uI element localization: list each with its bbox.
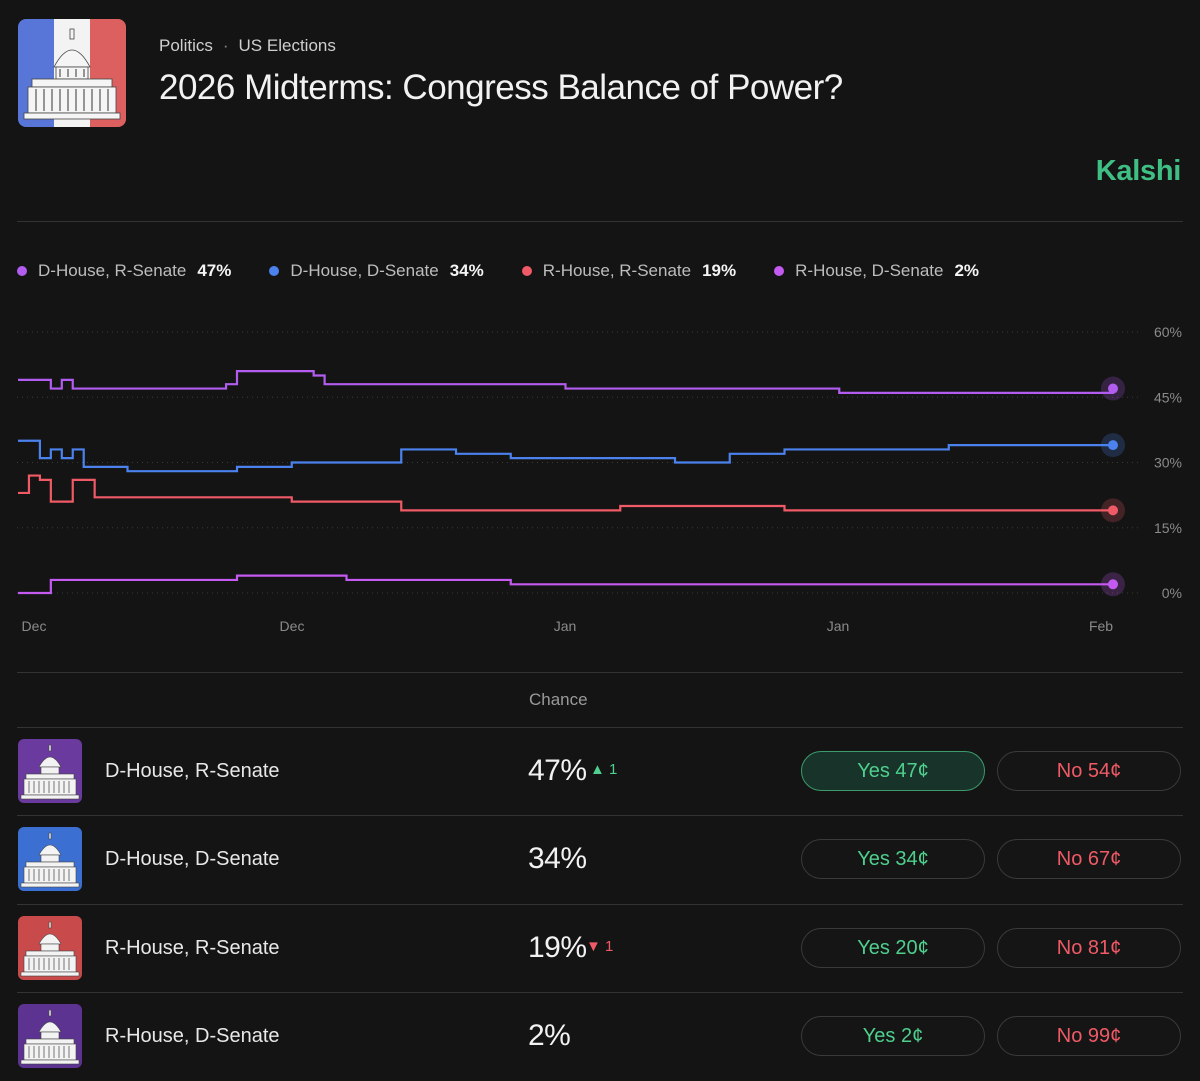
outcome-row[interactable]: D-House, R-Senate 47% ▲ 1 Yes 47¢ No 54¢: [0, 728, 1200, 816]
price-history-chart[interactable]: 60% 45% 30% 15% 0% Dec Dec Jan Jan Feb: [0, 310, 1200, 640]
market-thumbnail: [18, 19, 126, 127]
breadcrumb: Politics · US Elections: [159, 36, 336, 56]
legend-dot: [17, 266, 27, 276]
row-divider: [17, 815, 1183, 816]
legend-label: D-House, R-Senate: [38, 261, 187, 280]
legend-dot: [269, 266, 280, 276]
x-tick-label: Dec: [22, 618, 47, 634]
capitol-building-icon: [18, 739, 82, 803]
row-divider: [17, 992, 1183, 993]
outcome-name[interactable]: R-House, R-Senate: [105, 937, 280, 959]
outcome-name[interactable]: D-House, D-Senate: [105, 848, 280, 870]
x-tick-label: Jan: [827, 618, 850, 634]
buy-no-button[interactable]: No 67¢: [997, 839, 1181, 879]
legend-item-r-house-r-senate[interactable]: R-House, R-Senate 19%: [521, 261, 737, 281]
chart-divider: [17, 672, 1183, 673]
page-title: 2026 Midterms: Congress Balance of Power…: [159, 68, 843, 107]
outcome-thumbnail: [18, 827, 82, 891]
y-tick-label: 30%: [1154, 455, 1182, 471]
capitol-building-icon: [18, 19, 126, 127]
y-tick-label: 0%: [1162, 585, 1182, 601]
outcome-name[interactable]: D-House, R-Senate: [105, 760, 280, 782]
capitol-building-icon: [18, 916, 82, 980]
outcome-chance: 34%: [528, 842, 587, 875]
brand-logo[interactable]: Kalshi: [1095, 155, 1182, 187]
buy-no-button[interactable]: No 99¢: [997, 1016, 1181, 1056]
legend-value: 47%: [197, 261, 232, 280]
legend-item-d-house-r-senate[interactable]: D-House, R-Senate 47%: [17, 261, 231, 281]
breadcrumb-separator: ·: [222, 36, 229, 55]
outcome-thumbnail: [18, 739, 82, 803]
breadcrumb-us-elections[interactable]: US Elections: [238, 36, 336, 55]
outcome-row[interactable]: R-House, R-Senate 19% ▼ 1 Yes 20¢ No 81¢: [0, 905, 1200, 993]
legend-label: R-House, D-Senate: [795, 261, 944, 280]
series-end-point: [1108, 579, 1118, 590]
capitol-building-icon: [18, 827, 82, 891]
buy-no-button[interactable]: No 54¢: [997, 751, 1181, 791]
y-tick-label: 45%: [1154, 389, 1182, 405]
outcome-thumbnail: [18, 916, 82, 980]
buy-yes-button[interactable]: Yes 47¢: [801, 751, 985, 791]
y-tick-label: 15%: [1154, 520, 1182, 536]
x-tick-label: Feb: [1089, 618, 1113, 634]
buy-no-button[interactable]: No 81¢: [997, 928, 1181, 968]
legend-value: 2%: [954, 261, 980, 280]
outcome-chance: 19%: [528, 931, 587, 964]
legend-dot: [521, 266, 532, 276]
y-tick-label: 60%: [1154, 324, 1182, 340]
buy-yes-button[interactable]: Yes 2¢: [801, 1016, 985, 1056]
legend-item-r-house-d-senate[interactable]: R-House, D-Senate 2%: [774, 261, 979, 281]
legend-label: D-House, D-Senate: [290, 261, 439, 280]
series-line: [18, 474, 1113, 512]
series-end-point: [1108, 383, 1118, 394]
legend-dot: [774, 266, 785, 276]
header-divider: [17, 221, 1183, 222]
series-line: [18, 574, 1113, 595]
outcome-row[interactable]: R-House, D-Senate 2% Yes 2¢ No 99¢: [0, 993, 1200, 1081]
x-tick-label: Jan: [554, 618, 577, 634]
legend-label: R-House, R-Senate: [542, 261, 692, 280]
change-up-indicator: ▲ 1: [590, 761, 618, 778]
outcome-chance: 2%: [528, 1019, 571, 1052]
series-line: [18, 370, 1115, 394]
chance-column-header: Chance: [529, 690, 588, 709]
buy-yes-button[interactable]: Yes 34¢: [801, 839, 985, 879]
chart-legend: D-House, R-Senate 47% D-House, D-Senate …: [17, 261, 1017, 281]
series-end-point: [1108, 440, 1118, 451]
series-line: [18, 439, 1113, 473]
legend-item-d-house-d-senate[interactable]: D-House, D-Senate 34%: [269, 261, 484, 281]
legend-value: 19%: [702, 261, 737, 280]
series-end-point: [1108, 505, 1118, 516]
buy-yes-button[interactable]: Yes 20¢: [801, 928, 985, 968]
row-divider: [17, 904, 1183, 905]
outcome-name[interactable]: R-House, D-Senate: [105, 1025, 280, 1047]
table-divider: [17, 727, 1183, 728]
outcome-thumbnail: [18, 1004, 82, 1068]
breadcrumb-politics[interactable]: Politics: [159, 36, 213, 55]
outcome-row[interactable]: D-House, D-Senate 34% Yes 34¢ No 67¢: [0, 816, 1200, 904]
outcome-chance: 47%: [528, 754, 587, 787]
legend-value: 34%: [449, 261, 484, 280]
capitol-building-icon: [18, 1004, 82, 1068]
x-tick-label: Dec: [280, 618, 305, 634]
change-down-indicator: ▼ 1: [586, 938, 614, 955]
